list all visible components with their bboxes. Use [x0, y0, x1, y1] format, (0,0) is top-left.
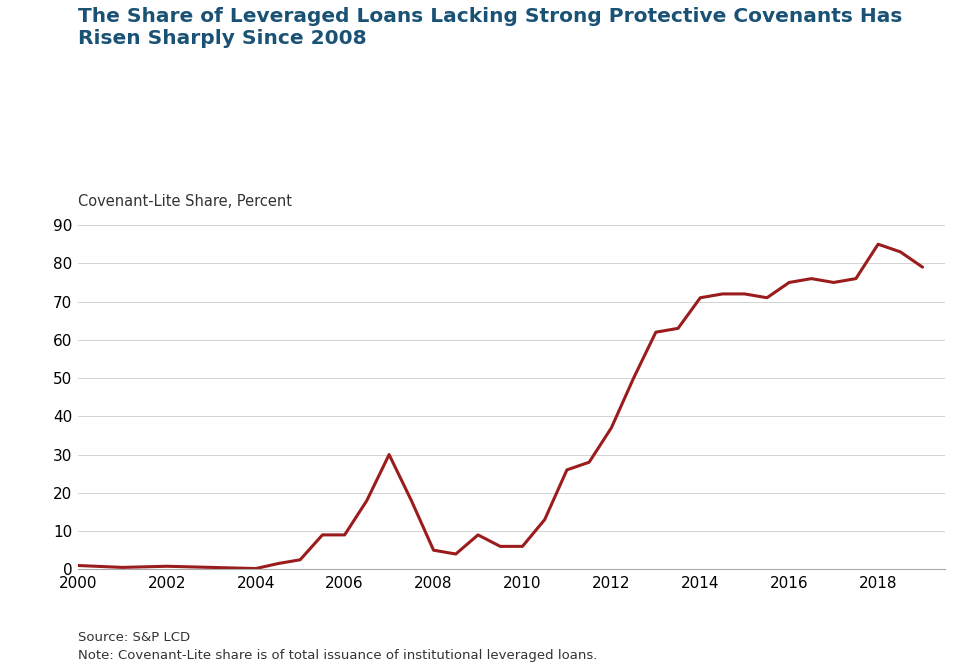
Text: The Share of Leveraged Loans Lacking Strong Protective Covenants Has
Risen Sharp: The Share of Leveraged Loans Lacking Str… [78, 7, 902, 48]
Text: Source: S&P LCD
Note: Covenant-Lite share is of total issuance of institutional : Source: S&P LCD Note: Covenant-Lite shar… [78, 631, 597, 662]
Text: Covenant-Lite Share, Percent: Covenant-Lite Share, Percent [78, 193, 292, 209]
